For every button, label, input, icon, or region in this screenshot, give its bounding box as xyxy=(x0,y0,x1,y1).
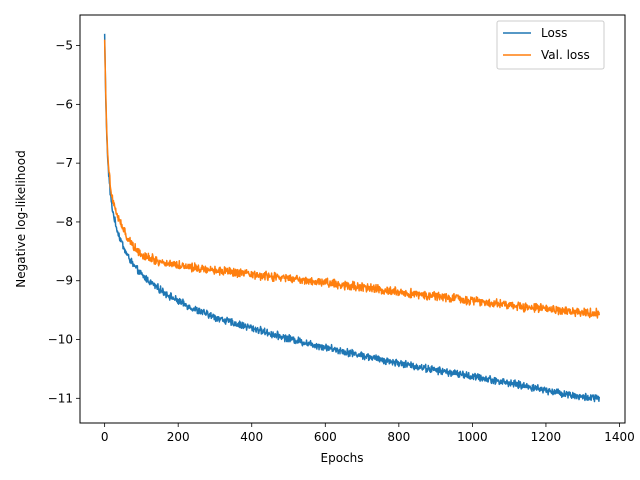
x-tick-label: 1200 xyxy=(531,430,562,444)
x-axis: 0 200 400 600 800 1000 1200 1400 xyxy=(101,423,635,444)
plot-frame xyxy=(79,14,626,424)
legend-label-loss: Loss xyxy=(541,26,567,40)
series-line-val-loss xyxy=(103,39,601,319)
x-tick-label: 1000 xyxy=(457,430,488,444)
x-tick-label: 1400 xyxy=(604,430,635,444)
y-tick-label: −7 xyxy=(55,156,73,170)
y-tick-label: −5 xyxy=(55,39,73,53)
series-line-loss xyxy=(103,33,601,403)
legend: Loss Val. loss xyxy=(496,20,605,70)
x-axis-label: Epochs xyxy=(321,451,364,465)
y-tick-label: −11 xyxy=(48,391,73,405)
y-tick-label: −9 xyxy=(55,274,73,288)
x-tick-label: 800 xyxy=(387,430,410,444)
series-layer xyxy=(103,33,601,403)
legend-label-val-loss: Val. loss xyxy=(541,48,590,62)
y-axis-label: Negative log-likelihood xyxy=(14,150,28,287)
y-axis: −5 −6 −7 −8 −9 −10 −11 xyxy=(48,39,80,405)
y-tick-label: −6 xyxy=(55,97,73,111)
x-tick-label: 400 xyxy=(240,430,263,444)
y-tick-label: −8 xyxy=(55,215,73,229)
x-tick-label: 200 xyxy=(167,430,190,444)
x-tick-label: 0 xyxy=(101,430,109,444)
y-tick-label: −10 xyxy=(48,333,73,347)
x-tick-label: 600 xyxy=(314,430,337,444)
